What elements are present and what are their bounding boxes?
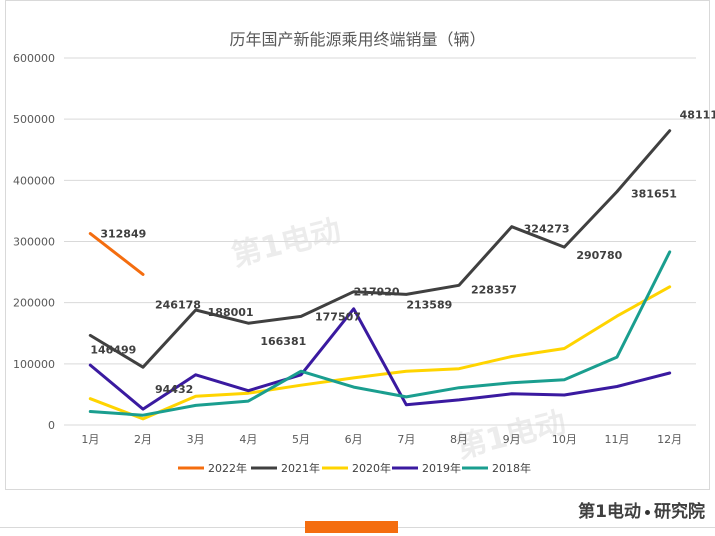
- data-label: 246178: [155, 298, 201, 311]
- x-tick-label: 7月: [397, 433, 415, 446]
- data-label: 481117: [680, 109, 715, 122]
- series-line-4: [88, 250, 672, 417]
- series-line-2: [88, 285, 672, 421]
- legend-label: 2022年: [208, 461, 247, 475]
- data-label: 188001: [208, 306, 254, 319]
- y-tick-label: 0: [48, 419, 55, 432]
- data-label: 217920: [354, 286, 400, 299]
- y-tick-label: 200000: [13, 297, 55, 310]
- chart-title: 历年国产新能源乘用终端销量（辆）: [229, 30, 486, 49]
- y-tick-label: 400000: [13, 174, 55, 187]
- data-label: 381651: [631, 188, 677, 201]
- x-tick-label: 12月: [657, 433, 682, 446]
- series-line-1: [88, 129, 672, 369]
- grid-lines: [64, 57, 696, 426]
- x-tick-label: 5月: [292, 433, 310, 446]
- x-tick-label: 9月: [503, 433, 521, 446]
- x-tick-label: 8月: [450, 433, 468, 446]
- legend-label: 2021年: [281, 461, 320, 475]
- x-tick-label: 4月: [239, 433, 257, 446]
- brand-suffix: 研究院: [654, 502, 705, 522]
- line-chart: 0 100000 200000 300000 400000 500000 600000 1月…: [13, 52, 715, 475]
- data-label: 177507: [315, 310, 361, 323]
- brand-logo-text: 第1电动: [578, 502, 641, 522]
- x-tick-label: 3月: [187, 433, 205, 446]
- legend: 2022年 2021年 2020年 2019年 2018年: [178, 461, 531, 475]
- brand-logo: 第1电动 研究院: [578, 497, 705, 522]
- data-label: 228357: [471, 283, 517, 296]
- y-tick-label: 500000: [13, 113, 55, 126]
- brand-dot: [645, 509, 650, 515]
- data-labels: 312849 246178 146499 94432 188001 166381 17750…: [90, 109, 715, 397]
- series-line-3: [88, 307, 672, 411]
- x-tick-label: 1月: [81, 433, 99, 446]
- y-tick-label: 300000: [13, 236, 55, 249]
- y-tick-label: 600000: [13, 52, 55, 65]
- x-tick-label: 2月: [134, 433, 152, 446]
- data-label: 146499: [90, 343, 136, 356]
- x-axis: 1月 2月 3月 4月 5月 6月 7月 8月 9月 10月 11月 12月: [81, 433, 682, 446]
- legend-label: 2019年: [422, 461, 461, 475]
- data-label: 166381: [260, 335, 306, 348]
- series-line-0: [88, 232, 145, 276]
- series-lines: [88, 129, 672, 421]
- data-label: 290780: [576, 249, 622, 262]
- data-label: 324273: [524, 223, 570, 236]
- data-label: 94432: [155, 383, 193, 396]
- legend-label: 2020年: [352, 461, 391, 475]
- x-tick-label: 6月: [345, 433, 363, 446]
- footer-accent-bar: [305, 521, 398, 533]
- x-tick-label: 11月: [605, 433, 630, 446]
- legend-label: 2018年: [492, 461, 531, 475]
- y-axis: 0 100000 200000 300000 400000 500000 600000: [13, 52, 55, 432]
- x-tick-label: 10月: [552, 433, 577, 446]
- y-tick-label: 100000: [13, 358, 55, 371]
- data-label: 312849: [100, 228, 146, 241]
- data-label: 213589: [406, 298, 452, 311]
- chart-frame: [5, 0, 710, 490]
